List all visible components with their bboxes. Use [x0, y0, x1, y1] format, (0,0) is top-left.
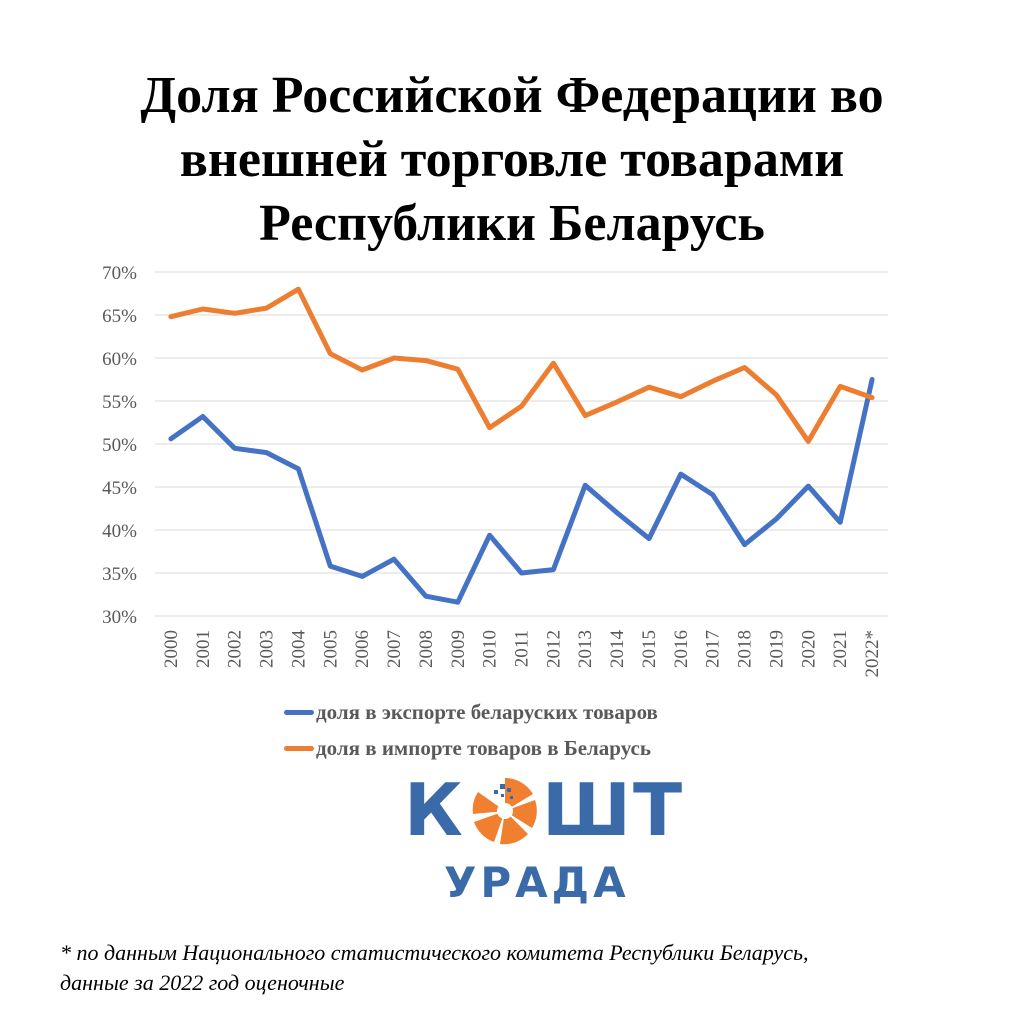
logo-subtitle: УРАДА	[444, 858, 630, 907]
logo: К ШТ УРАДА	[404, 768, 682, 920]
legend-item-export: доля в экспорте беларуских товаров	[284, 694, 658, 730]
series-lines	[168, 286, 875, 605]
footnote-line-1: * по данным Национального статистическог…	[60, 940, 809, 965]
x-tick-label: 2013	[575, 630, 596, 668]
x-tick-label: 2018	[735, 630, 756, 668]
legend-label-export: доля в экспорте беларуских товаров	[316, 699, 658, 724]
x-tick-label: 2012	[543, 630, 564, 668]
x-tick-label: 2009	[448, 630, 469, 668]
chart-title-line-3: Республики Беларусь	[259, 195, 765, 252]
series-line-export	[168, 377, 875, 605]
x-tick-label: 2011	[512, 630, 533, 667]
chart-title-line-2: внешней торговле товарами	[179, 131, 845, 188]
x-tick-label: 2000	[161, 630, 182, 668]
legend-swatch-import	[284, 745, 314, 751]
y-tick-label: 70%	[102, 263, 137, 284]
x-tick-label: 2020	[798, 630, 819, 668]
logo-coin-icon	[472, 778, 537, 845]
logo-letter-k: К	[404, 768, 465, 852]
chart-title-line-1: Доля Российской Федерации во	[140, 67, 884, 124]
y-tick-label: 60%	[102, 349, 137, 370]
x-tick-label: 2021	[830, 630, 851, 668]
x-tick-label: 2019	[766, 630, 787, 668]
x-axis-ticks: 2000 2001 2002 2003 2004 2005 2006 2007 2008 2009…	[161, 630, 883, 678]
legend-swatch-export	[284, 709, 314, 715]
y-tick-label: 30%	[102, 607, 137, 628]
chart-title: Доля Российской Федерации во внешней тор…	[0, 64, 1024, 256]
y-tick-label: 35%	[102, 564, 137, 585]
legend-item-import: доля в импорте товаров в Беларусь	[284, 730, 658, 766]
y-tick-label: 65%	[102, 306, 137, 327]
x-tick-label: 2022*	[862, 630, 883, 678]
x-tick-label: 2017	[703, 630, 724, 668]
footnote-line-2: данные за 2022 год оценочные	[60, 970, 345, 995]
x-tick-label: 2006	[352, 630, 373, 668]
y-tick-label: 55%	[102, 392, 137, 413]
x-tick-label: 2016	[671, 630, 692, 668]
x-tick-label: 2001	[193, 630, 214, 668]
x-tick-label: 2007	[384, 630, 405, 668]
footnote: * по данным Национального статистическог…	[60, 938, 960, 998]
y-tick-label: 50%	[102, 435, 137, 456]
legend: доля в экспорте беларуских товаров доля …	[284, 694, 658, 766]
series-line-import	[168, 286, 875, 444]
x-tick-label: 2014	[607, 630, 628, 669]
line-chart: 30% 35% 40% 45% 50% 55% 60% 65% 70% 2000 2001 2002…	[102, 263, 888, 678]
x-tick-label: 2002	[225, 630, 246, 668]
x-tick-label: 2004	[288, 630, 309, 669]
x-tick-label: 2010	[480, 630, 501, 668]
x-tick-label: 2003	[257, 630, 278, 668]
x-tick-label: 2008	[416, 630, 437, 668]
x-tick-label: 2005	[320, 630, 341, 668]
y-tick-label: 40%	[102, 521, 137, 542]
logo-letters-sht: ШТ	[542, 768, 685, 852]
legend-label-import: доля в импорте товаров в Беларусь	[316, 735, 651, 760]
grid-lines	[155, 271, 888, 617]
x-tick-label: 2015	[639, 630, 660, 668]
y-axis-ticks: 30% 35% 40% 45% 50% 55% 60% 65% 70%	[102, 263, 137, 628]
y-tick-label: 45%	[102, 478, 137, 499]
